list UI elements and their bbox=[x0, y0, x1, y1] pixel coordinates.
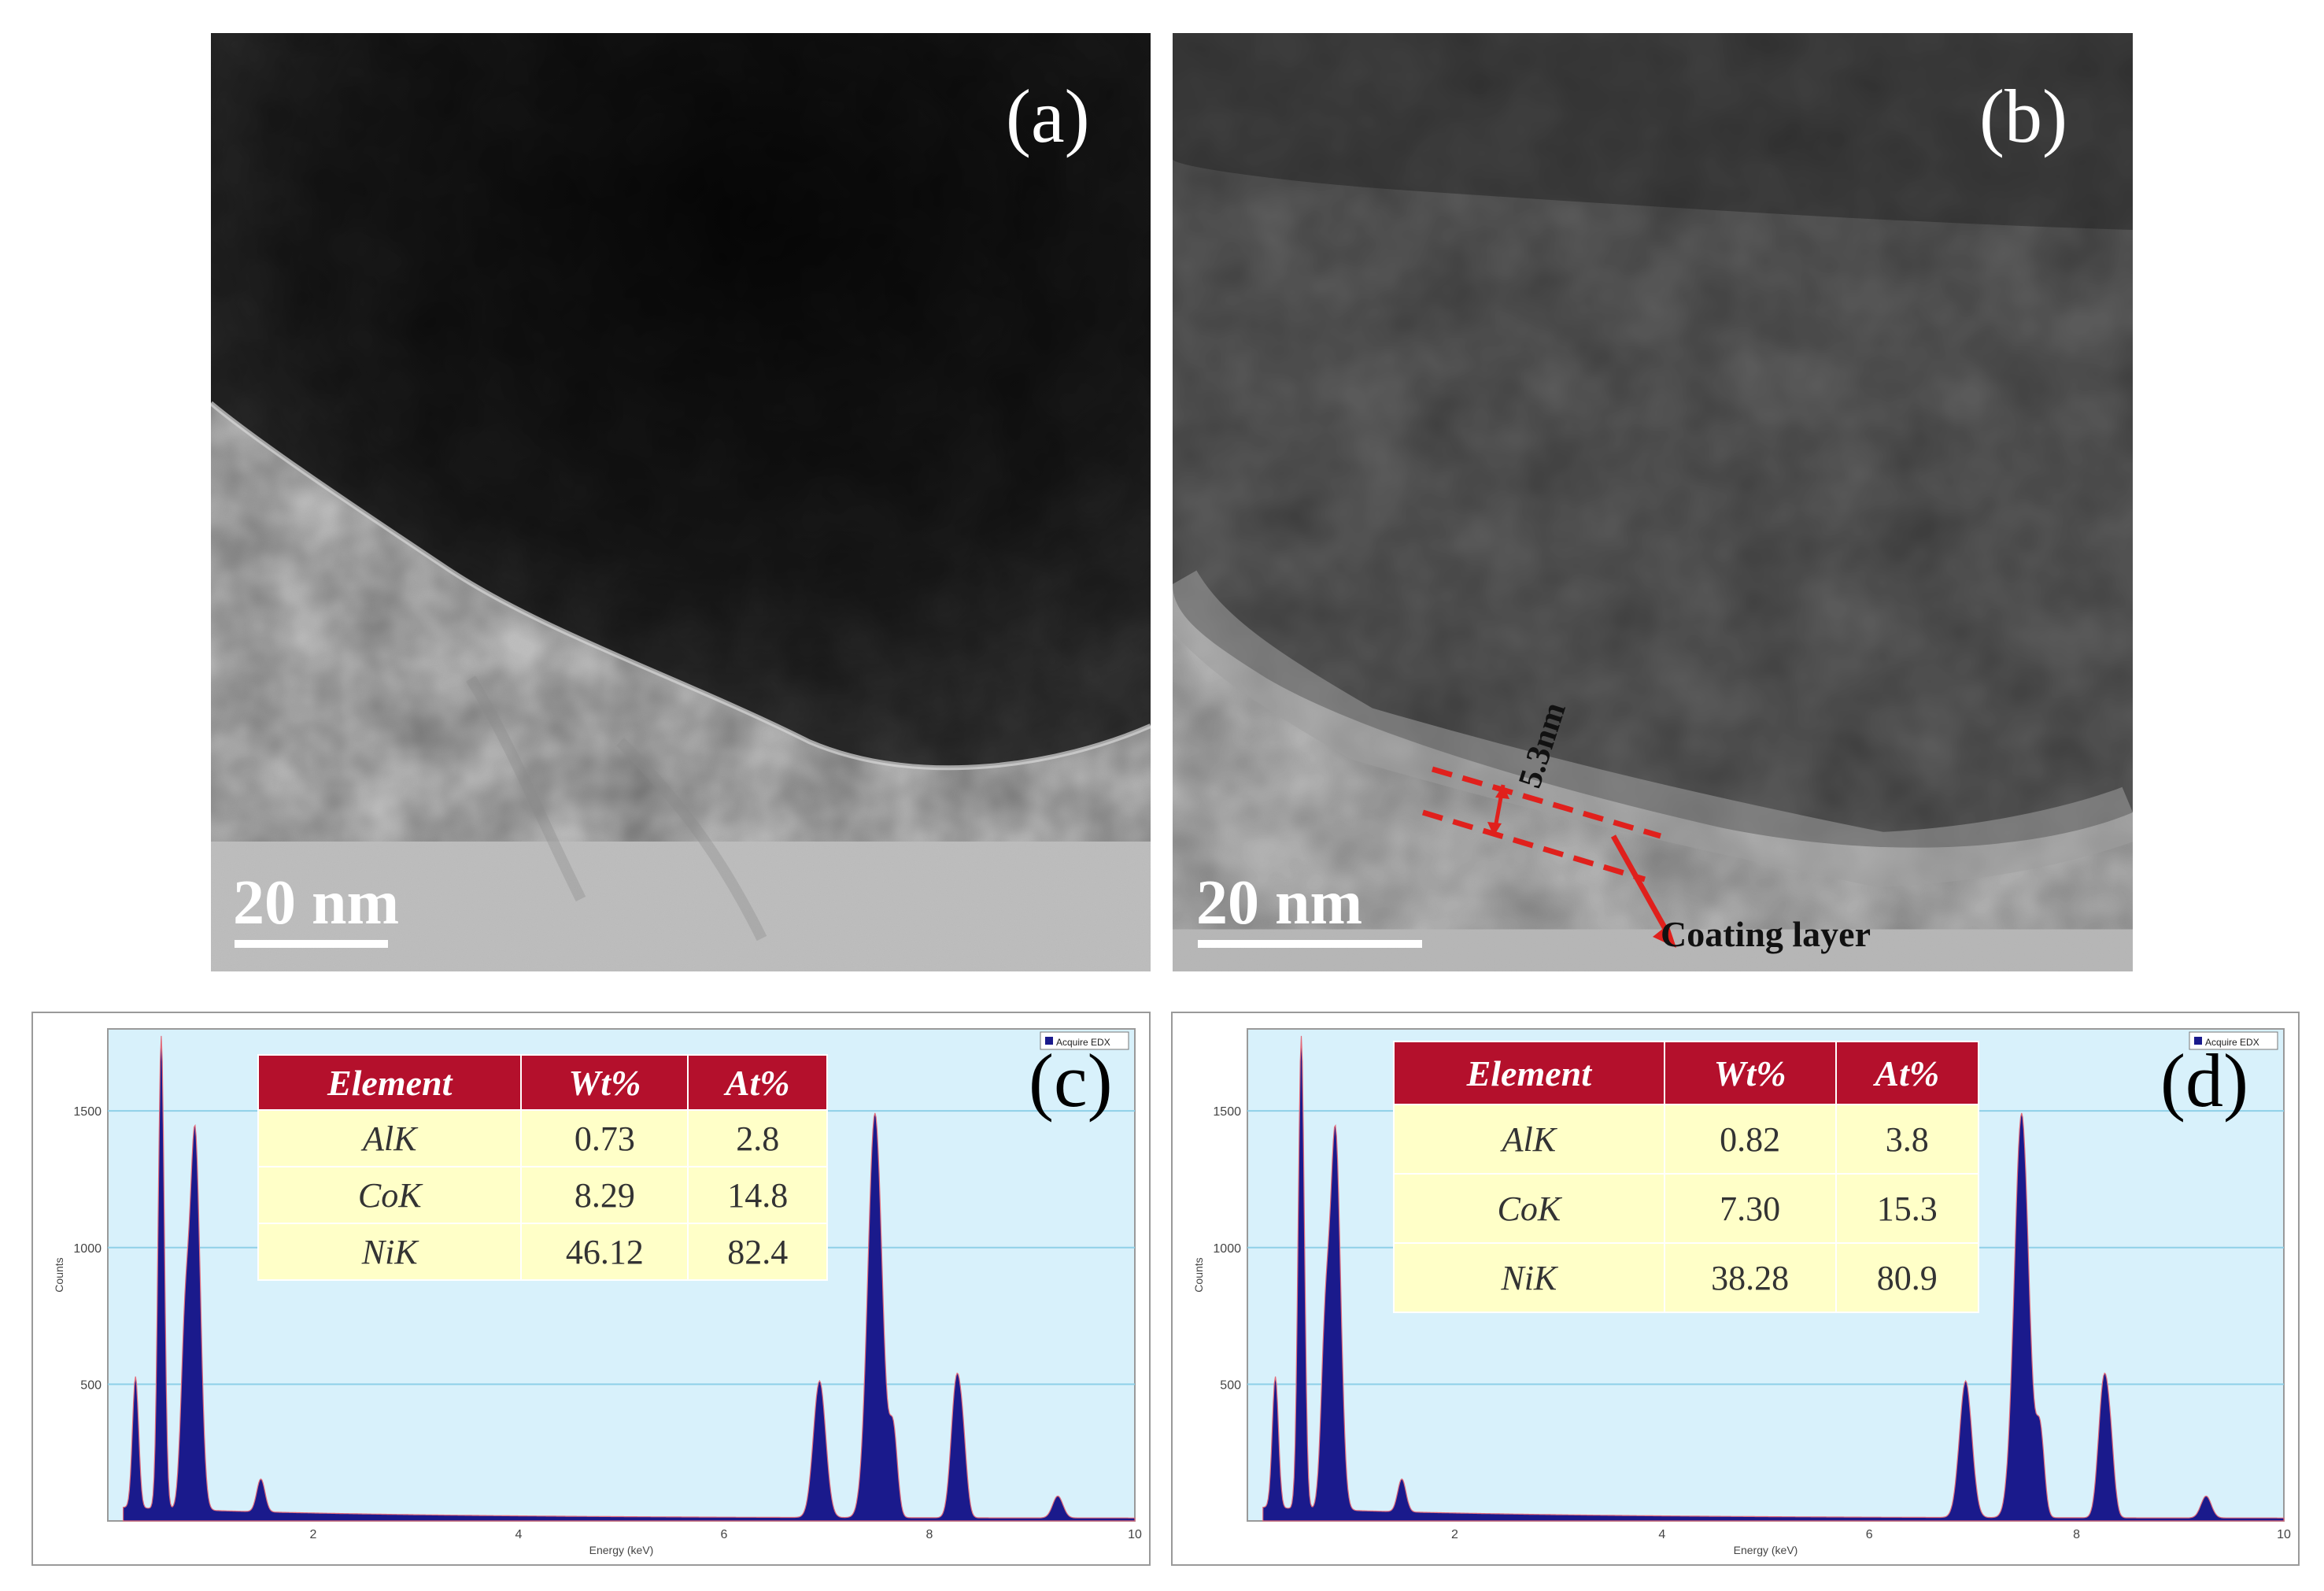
table-cell-at: 15.3 bbox=[1834, 1173, 1980, 1244]
x-tick-label: 6 bbox=[721, 1528, 728, 1541]
scale-bar-label-b: 20 nm bbox=[1196, 868, 1363, 938]
x-tick-label: 8 bbox=[926, 1528, 933, 1541]
table-header-at: At% bbox=[1834, 1041, 1980, 1105]
coating-layer-label: Coating layer bbox=[1661, 914, 1871, 954]
tem-image-b: (b) 20 nm 5.3nm Coating layer bbox=[1173, 33, 2133, 971]
x-tick-label: 4 bbox=[1658, 1528, 1665, 1541]
eds-spectrum-c: 500 1000 1500 2 4 6 8 10 Energy (keV) Counts Acqui… bbox=[31, 1012, 1151, 1566]
table-cell-at: 14.8 bbox=[687, 1166, 828, 1224]
table-cell-element: NiK bbox=[257, 1223, 523, 1281]
y-tick-label: 500 bbox=[80, 1378, 102, 1392]
y-tick-label: 1500 bbox=[73, 1105, 102, 1119]
y-tick-label: 1500 bbox=[1213, 1105, 1241, 1119]
panel-label-b: (b) bbox=[1979, 74, 2067, 158]
legend-box bbox=[2189, 1031, 2278, 1050]
table-header-wt: Wt% bbox=[520, 1054, 689, 1111]
x-tick-label: 8 bbox=[2073, 1528, 2080, 1541]
table-header-at: At% bbox=[687, 1054, 828, 1111]
table-cell-element: AlK bbox=[1393, 1104, 1665, 1175]
legend-swatch bbox=[1045, 1037, 1053, 1045]
table-header-element: Element bbox=[257, 1054, 523, 1111]
panel-label-a: (a) bbox=[1006, 74, 1090, 158]
panel-label-d: (d) bbox=[2160, 1038, 2248, 1123]
x-tick-label: 4 bbox=[515, 1528, 523, 1541]
table-cell-at: 2.8 bbox=[687, 1109, 828, 1167]
y-axis-label: Counts bbox=[53, 1257, 65, 1292]
table-cell-element: CoK bbox=[257, 1166, 523, 1224]
table-header-element: Element bbox=[1393, 1041, 1665, 1105]
table-cell-at: 80.9 bbox=[1834, 1242, 1980, 1313]
table-cell-wt: 38.28 bbox=[1663, 1242, 1837, 1313]
y-axis-label: Counts bbox=[1192, 1257, 1205, 1292]
table-cell-wt: 46.12 bbox=[520, 1223, 689, 1281]
tem-micrograph-a bbox=[211, 33, 1151, 971]
tem-micrograph-b bbox=[1173, 33, 2133, 971]
table-cell-at: 82.4 bbox=[687, 1223, 828, 1281]
table-cell-element: NiK bbox=[1393, 1242, 1665, 1313]
table-header-wt: Wt% bbox=[1663, 1041, 1837, 1105]
y-tick-label: 500 bbox=[1220, 1378, 1241, 1392]
spectrum-trace bbox=[122, 1035, 1136, 1522]
panel-label-c: (c) bbox=[1029, 1038, 1113, 1123]
table-cell-wt: 7.30 bbox=[1663, 1173, 1837, 1244]
y-tick-label: 1000 bbox=[1213, 1242, 1241, 1256]
x-tick-label: 2 bbox=[310, 1528, 317, 1541]
y-tick-label: 1000 bbox=[73, 1242, 102, 1256]
legend-label: Acquire EDX bbox=[1056, 1037, 1110, 1048]
tem-image-a: (a) 20 nm bbox=[211, 33, 1151, 971]
table-cell-wt: 0.73 bbox=[520, 1109, 689, 1167]
legend-label: Acquire EDX bbox=[2205, 1037, 2259, 1048]
composition-table-d: Element Wt% At% AlK 0.82 3.8 CoK 7.30 15… bbox=[1393, 1041, 1980, 1313]
x-axis-label: Energy (keV) bbox=[1734, 1544, 1798, 1556]
legend-box bbox=[1040, 1031, 1129, 1050]
x-axis-label: Energy (keV) bbox=[589, 1544, 654, 1556]
x-tick-label: 10 bbox=[2277, 1528, 2291, 1541]
table-cell-at: 3.8 bbox=[1834, 1104, 1980, 1175]
legend-swatch bbox=[2194, 1037, 2202, 1045]
x-tick-label: 10 bbox=[1128, 1528, 1142, 1541]
table-cell-element: AlK bbox=[257, 1109, 523, 1167]
x-tick-label: 2 bbox=[1451, 1528, 1458, 1541]
table-cell-element: CoK bbox=[1393, 1173, 1665, 1244]
scale-bar-b bbox=[1198, 940, 1422, 948]
scale-bar-label-a: 20 nm bbox=[233, 868, 400, 938]
x-tick-label: 6 bbox=[1866, 1528, 1873, 1541]
spectrum-trace bbox=[1262, 1035, 2285, 1522]
scale-bar-a bbox=[235, 940, 388, 948]
composition-table-c: Element Wt% At% AlK 0.73 2.8 CoK 8.29 14… bbox=[257, 1054, 828, 1281]
table-cell-wt: 8.29 bbox=[520, 1166, 689, 1224]
table-cell-wt: 0.82 bbox=[1663, 1104, 1837, 1175]
eds-spectrum-d: 500 1000 1500 2 4 6 8 10 Energy (keV) Counts Acqui… bbox=[1171, 1012, 2300, 1566]
